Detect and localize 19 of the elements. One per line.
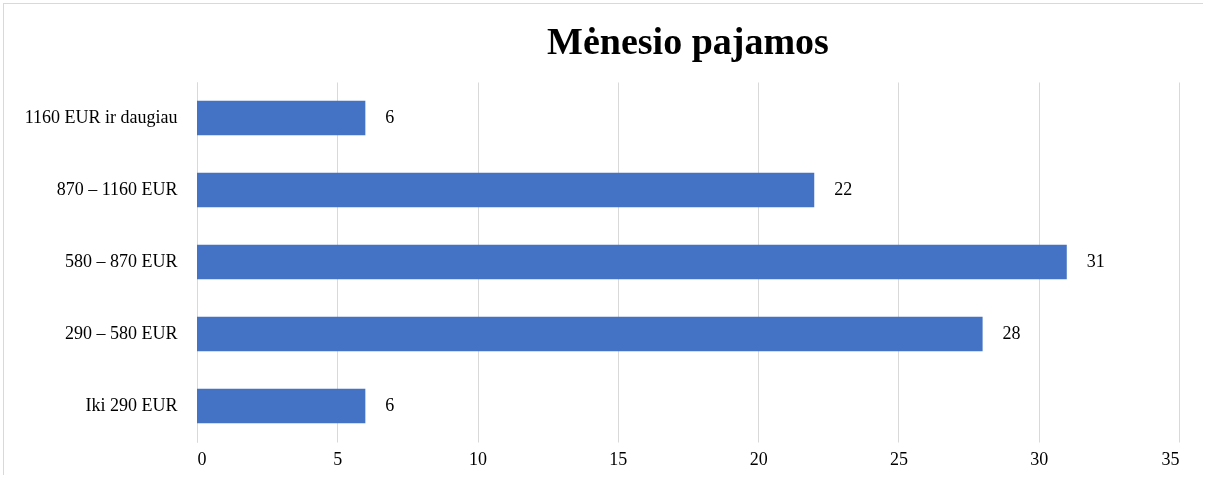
data-label: 31 <box>1086 251 1105 271</box>
x-tick-label: 5 <box>333 448 343 469</box>
y-tick-label: 290 – 580 EUR <box>65 323 178 343</box>
y-tick-label: Iki 290 EUR <box>85 395 178 415</box>
x-tick-label: 35 <box>1161 448 1180 469</box>
x-tick-label: 30 <box>1030 448 1049 469</box>
y-tick-label: 870 – 1160 EUR <box>56 179 178 199</box>
chart-title: Mėnesio pajamos <box>547 20 829 62</box>
data-label: 6 <box>385 107 395 127</box>
data-label: 28 <box>1002 323 1021 343</box>
x-tick-label: 25 <box>889 448 908 469</box>
y-tick-label: 580 – 870 EUR <box>65 251 178 271</box>
x-tick-label: 10 <box>469 448 488 469</box>
y-tick-label: 1160 EUR ir daugiau <box>24 107 178 127</box>
x-tick-label: 15 <box>609 448 628 469</box>
data-label: 6 <box>385 395 395 415</box>
x-tick-label: 0 <box>197 448 207 469</box>
data-label: 22 <box>834 179 853 199</box>
x-tick-label: 20 <box>749 448 768 469</box>
